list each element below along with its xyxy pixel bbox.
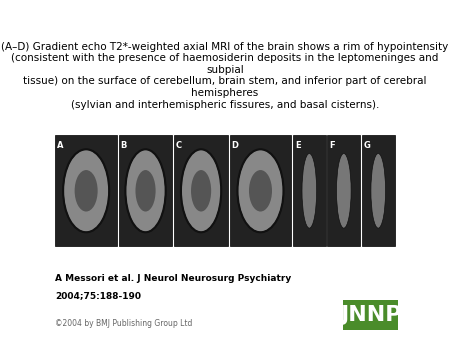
FancyBboxPatch shape [119,136,172,246]
FancyBboxPatch shape [230,136,291,246]
Ellipse shape [337,153,351,228]
Ellipse shape [75,170,98,212]
FancyBboxPatch shape [293,136,326,246]
Text: F: F [329,141,335,149]
Ellipse shape [302,153,317,228]
Text: B: B [121,141,127,149]
FancyBboxPatch shape [55,136,117,246]
FancyBboxPatch shape [362,136,395,246]
Ellipse shape [126,149,166,232]
Text: C: C [176,141,182,149]
Ellipse shape [191,170,211,212]
Text: 2004;75:188-190: 2004;75:188-190 [55,291,141,300]
Text: (A–D) Gradient echo T2*-weighted axial MRI of the brain shows a rim of hypointen: (A–D) Gradient echo T2*-weighted axial M… [1,42,449,110]
Text: E: E [295,141,301,149]
Ellipse shape [371,153,386,228]
Text: D: D [232,141,238,149]
Text: A Messori et al. J Neurol Neurosurg Psychiatry: A Messori et al. J Neurol Neurosurg Psyc… [55,274,292,283]
FancyBboxPatch shape [343,300,398,330]
FancyBboxPatch shape [328,136,360,246]
Ellipse shape [135,170,156,212]
Ellipse shape [249,170,272,212]
FancyBboxPatch shape [174,136,228,246]
Text: ©2004 by BMJ Publishing Group Ltd: ©2004 by BMJ Publishing Group Ltd [55,319,193,328]
Ellipse shape [181,149,221,232]
Text: G: G [364,141,371,149]
Text: A: A [57,141,64,149]
Text: JNNP: JNNP [340,305,401,325]
Ellipse shape [63,149,109,232]
Ellipse shape [238,149,284,232]
